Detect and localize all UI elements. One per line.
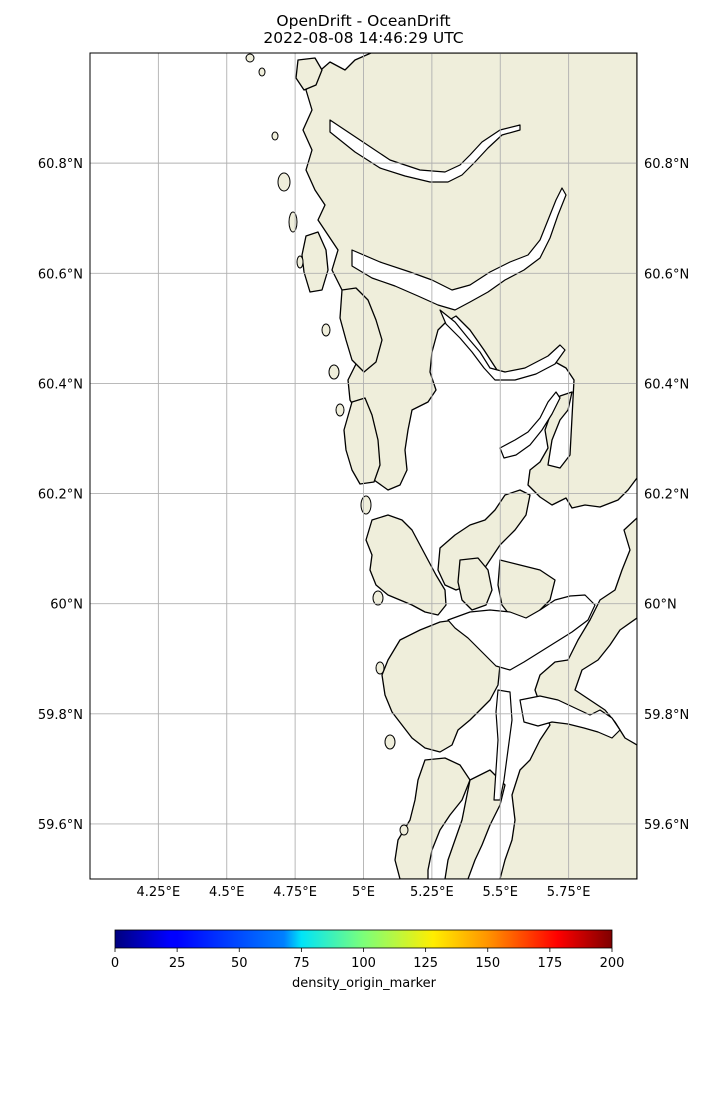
x-tick-label: 4.25°E: [137, 885, 181, 900]
island-radoy: [339, 287, 383, 373]
sorfjord: [499, 391, 561, 459]
colorbar-tick-label: 150: [475, 956, 500, 971]
y-tick-label-left: 60.2°N: [38, 488, 83, 503]
skerries-layer: [245, 53, 409, 836]
y-tick-label-right: 60°N: [644, 598, 677, 613]
x-tick-label: 5.75°E: [547, 885, 591, 900]
osterfjord: [439, 309, 566, 381]
colorbar-tick-label: 200: [600, 956, 625, 971]
y-tick-label-left: 59.6°N: [38, 818, 83, 833]
island-sotra: [365, 514, 447, 616]
island-bomlo: [394, 757, 471, 879]
plot-subtitle: 2022-08-08 14:46:29 UTC: [263, 29, 464, 47]
fjord-layer: [329, 119, 621, 801]
y-tick-label-left: 60.4°N: [38, 377, 83, 392]
island-solund: [295, 57, 323, 91]
colorbar-tick-label: 175: [537, 956, 562, 971]
plot-title: OpenDrift - OceanDrift: [276, 12, 451, 30]
colorbar-ticks: 0 25 50 75 100 125 150 175 200: [111, 948, 625, 971]
sognefjord: [329, 119, 521, 183]
colorbar-tick-label: 100: [351, 956, 376, 971]
y-tick-label-left: 60.6°N: [38, 267, 83, 282]
colorbar-gradient: [114, 929, 613, 949]
x-tick-label: 5.5°E: [483, 885, 518, 900]
y-tick-label-left: 59.8°N: [38, 708, 83, 723]
colorbar-tick-label: 125: [413, 956, 438, 971]
x-tick-label: 5.25°E: [410, 885, 454, 900]
island-tysnes: [457, 557, 493, 611]
colorbar-label: density_origin_marker: [292, 976, 437, 991]
colorbar-tick-label: 25: [169, 956, 186, 971]
x-tick-label: 5°E: [352, 885, 375, 900]
x-tick-label: 4.5°E: [209, 885, 244, 900]
y-tick-label-right: 60.4°N: [644, 377, 689, 392]
island-sveio: [444, 769, 506, 879]
colorbar-tick-label: 75: [293, 956, 310, 971]
colorbar-tick-label: 0: [111, 956, 119, 971]
y-tick-label-right: 60.8°N: [644, 157, 689, 172]
bjornafjord: [447, 594, 596, 671]
map-frame: [89, 52, 638, 880]
gridlines: [90, 53, 637, 879]
tick-labels: 4.25°E 4.5°E 4.75°E 5°E 5.25°E 5.5°E 5.75°E 59.…: [38, 157, 689, 900]
y-tick-label-right: 59.6°N: [644, 818, 689, 833]
y-tick-label-left: 60°N: [50, 598, 83, 613]
y-tick-label-left: 60.8°N: [38, 157, 83, 172]
colorbar-tick-label: 50: [231, 956, 248, 971]
y-tick-label-right: 60.6°N: [644, 267, 689, 282]
y-tick-label-right: 60.2°N: [644, 488, 689, 503]
y-tick-label-right: 59.8°N: [644, 708, 689, 723]
x-tick-label: 4.75°E: [273, 885, 317, 900]
hardangerfjord: [519, 695, 621, 739]
island-askoy: [343, 397, 381, 485]
colorbar: 0 25 50 75 100 125 150 175 200 density_origin_ma…: [111, 929, 625, 991]
fensfjord: [351, 187, 567, 311]
